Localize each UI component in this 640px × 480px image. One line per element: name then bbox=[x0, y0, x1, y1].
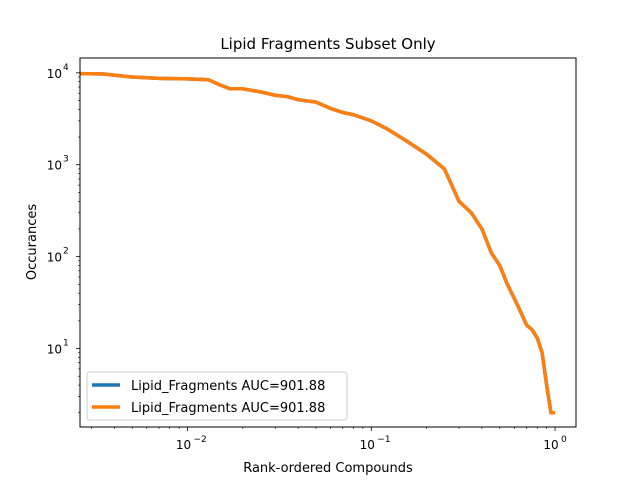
series-line-2 bbox=[80, 71, 556, 415]
chart-title: Lipid Fragments Subset Only bbox=[220, 35, 435, 53]
legend-label-series-1: Lipid_Fragments AUC=901.88 bbox=[131, 379, 325, 394]
y-tick-exponent: 4 bbox=[63, 63, 69, 73]
x-tick-exponent: 0 bbox=[561, 435, 567, 445]
x-tick-label: 10 bbox=[543, 438, 558, 452]
legend: Lipid_Fragments AUC=901.88 Lipid_Fragmen… bbox=[86, 371, 348, 421]
y-tick-label: 10 bbox=[47, 343, 62, 357]
series-lines bbox=[80, 71, 556, 415]
y-axis-label: Occurances bbox=[25, 204, 40, 280]
x-tick-exponent: −1 bbox=[377, 435, 390, 445]
axes-frame bbox=[79, 57, 577, 428]
x-tick-label: 10 bbox=[176, 438, 191, 452]
legend-label-series-2: Lipid_Fragments AUC=901.88 bbox=[131, 401, 325, 416]
y-tick-exponent: 3 bbox=[63, 155, 69, 165]
y-tick-exponent: 2 bbox=[63, 247, 69, 257]
legend-box bbox=[86, 371, 348, 421]
y-tick-label: 10 bbox=[47, 159, 62, 173]
y-tick-label: 10 bbox=[47, 251, 62, 265]
x-tick-label: 10 bbox=[360, 438, 375, 452]
x-axis-label: Rank-ordered Compounds bbox=[243, 461, 413, 476]
x-tick-exponent: −2 bbox=[194, 435, 207, 445]
y-tick-exponent: 1 bbox=[63, 339, 69, 349]
y-tick-label: 10 bbox=[47, 67, 62, 81]
